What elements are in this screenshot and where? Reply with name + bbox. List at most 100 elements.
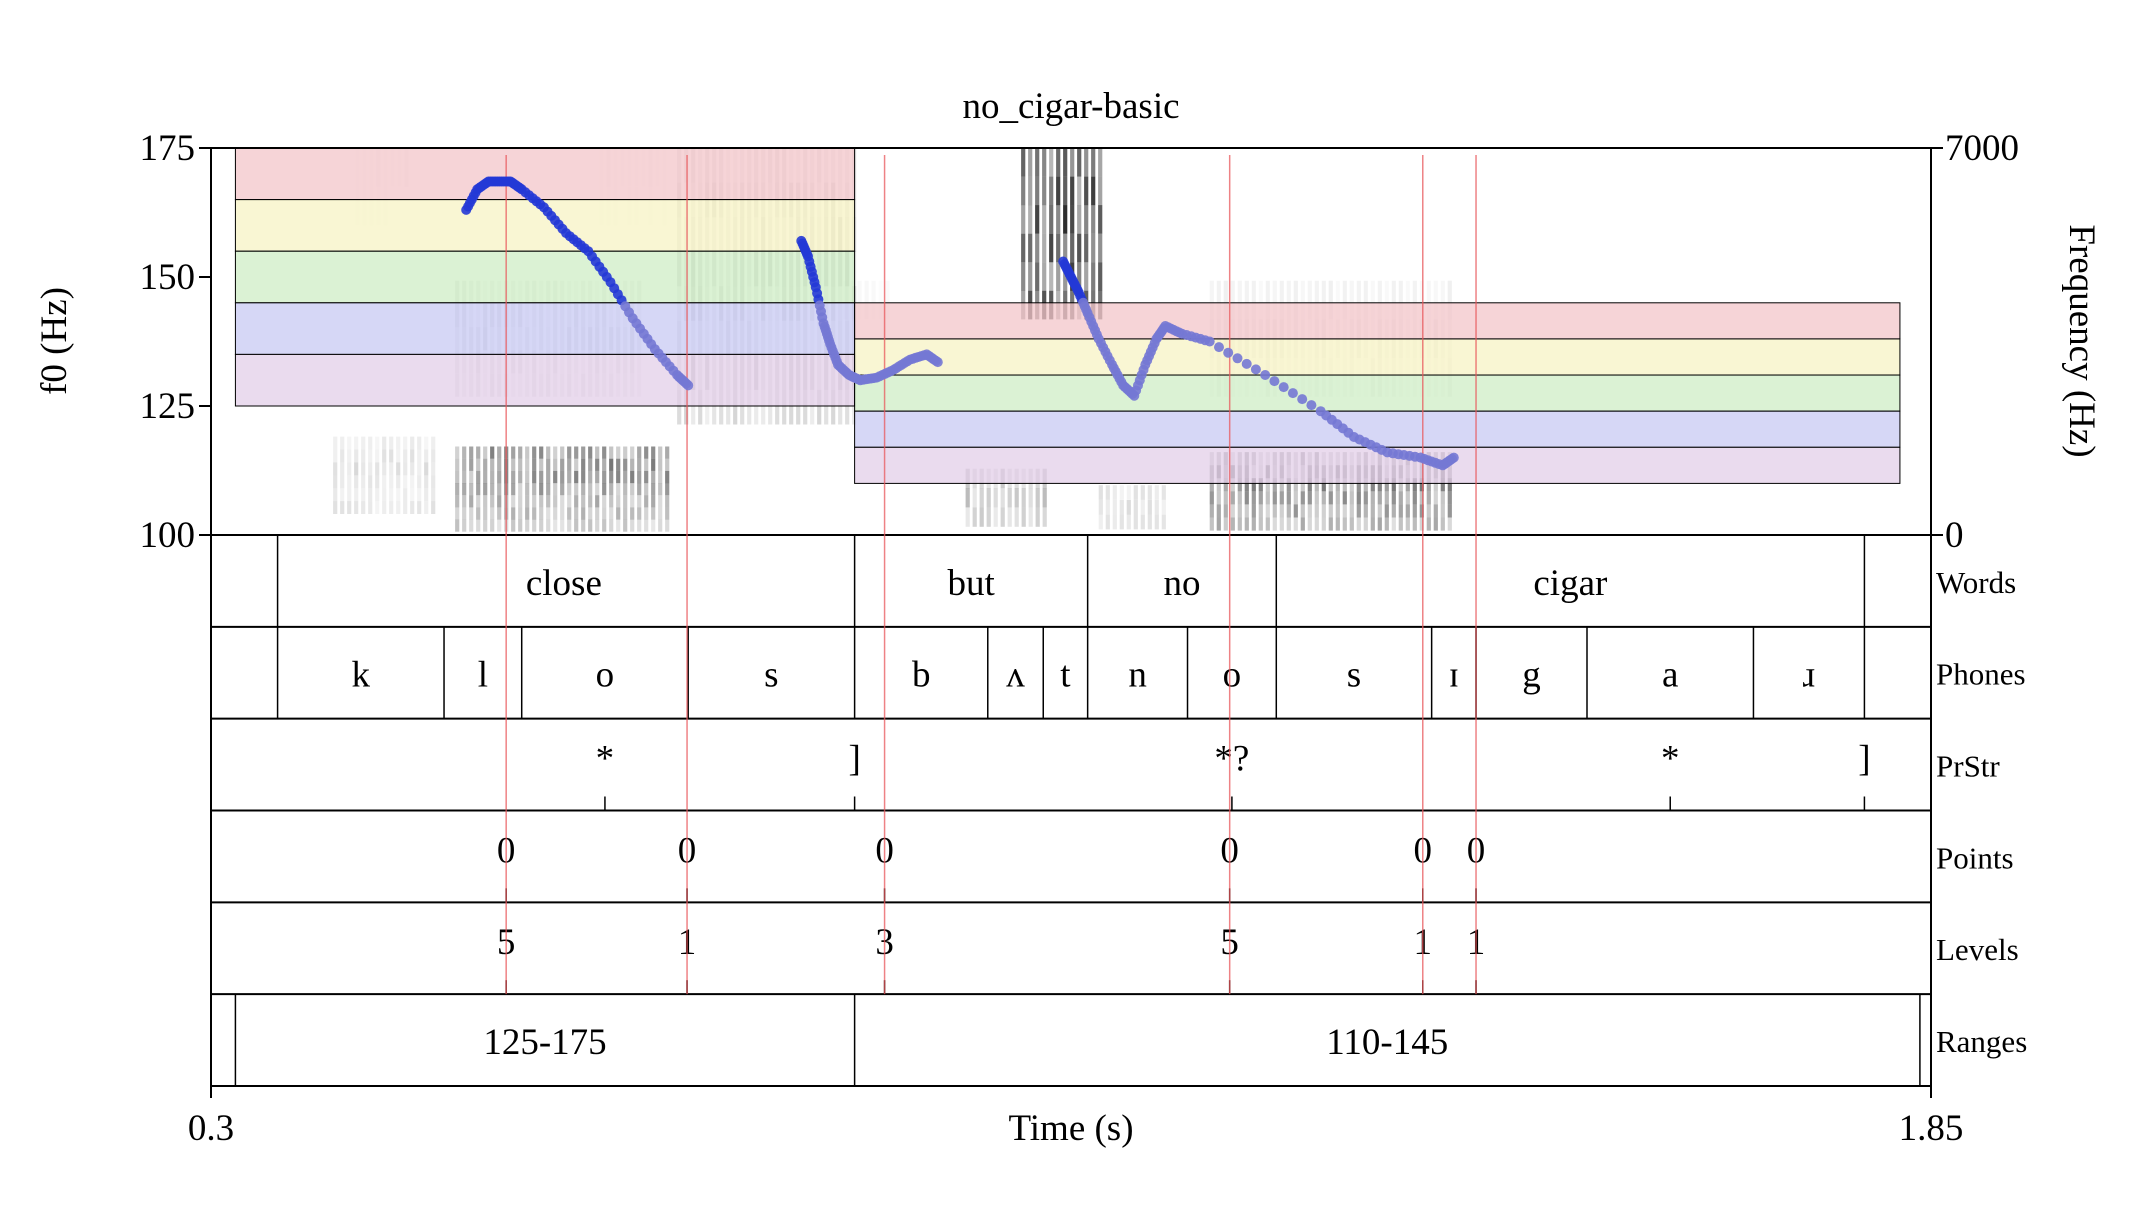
spectrogram-cell — [1258, 517, 1263, 531]
spectrogram-cell — [375, 475, 380, 489]
spectrogram-cell — [410, 462, 415, 476]
spectrogram-cell — [1391, 478, 1396, 492]
spectrogram-cell — [1035, 507, 1040, 527]
spectrogram-cell — [382, 501, 387, 514]
spectrogram-cell — [782, 389, 787, 425]
f0-point — [1278, 382, 1289, 393]
spectrogram-cell — [1084, 148, 1089, 177]
spectrogram-cell — [1342, 478, 1347, 492]
spectrogram-cell — [831, 389, 836, 425]
spectrogram-cell — [1098, 500, 1103, 515]
spectrogram-cell — [1014, 507, 1019, 527]
spectrogram-cell — [1356, 478, 1361, 492]
interval-label: ɹ — [1803, 655, 1815, 696]
spectrogram-cell — [361, 462, 366, 476]
spectrogram-cell — [396, 436, 401, 450]
spectrogram-cell — [1035, 176, 1040, 206]
spectrogram-cell — [1230, 491, 1235, 505]
spectrogram-cell — [623, 470, 628, 484]
spectrogram-cell — [469, 519, 474, 532]
spectrogram-cell — [1216, 478, 1221, 492]
spectrogram-cell — [1433, 491, 1438, 505]
spectrogram-cell — [609, 458, 614, 471]
spectrogram-cell — [1251, 504, 1256, 518]
spectrogram-cell — [1133, 485, 1138, 500]
spectrogram-cell — [389, 475, 394, 489]
spectrogram-cell — [609, 483, 614, 496]
spectrogram-cell — [410, 449, 415, 463]
spectrogram-cell — [532, 458, 537, 471]
spectrogram-cell — [532, 470, 537, 484]
spectrogram-cell — [546, 495, 551, 508]
spectrogram-cell — [340, 501, 345, 514]
spectrogram-cell — [1307, 517, 1312, 531]
spectrogram-cell — [1405, 478, 1410, 492]
spectrogram-cell — [1314, 517, 1319, 531]
spectrogram-cell — [623, 446, 628, 459]
spectrogram-cell — [462, 483, 467, 496]
spectrogram-cell — [1286, 504, 1291, 518]
spectrogram-cell — [1321, 491, 1326, 505]
spectrogram-cell — [1126, 514, 1131, 530]
spectrogram-cell — [609, 495, 614, 508]
spectrogram-cell — [1049, 205, 1054, 234]
chart-title: no_cigar-basic — [962, 86, 1179, 127]
spectrogram-cell — [1398, 504, 1403, 518]
spectrogram-cell — [511, 470, 516, 484]
interval-label: ɪ — [1449, 655, 1459, 696]
spectrogram-cell — [1147, 500, 1152, 515]
spectrogram-cell — [1140, 485, 1145, 500]
spectrogram-cell — [375, 462, 380, 476]
spectrogram-cell — [630, 483, 635, 496]
spectrogram-cell — [389, 449, 394, 463]
spectrogram-cell — [1237, 478, 1242, 492]
spectrogram-cell — [1286, 491, 1291, 505]
spectrogram-cell — [1126, 485, 1131, 500]
spectrogram-cell — [651, 483, 656, 496]
spectrogram-cell — [539, 470, 544, 484]
spectrogram-cell — [424, 449, 429, 463]
spectrogram-cell — [403, 475, 408, 489]
spectrogram-cell — [340, 462, 345, 476]
spectrogram-cell — [546, 519, 551, 532]
f0-point — [1306, 400, 1317, 411]
spectrogram-cell — [333, 449, 338, 463]
spectrogram-cell — [424, 501, 429, 514]
spectrogram-cell — [768, 389, 773, 425]
spectrogram-cell — [651, 507, 656, 520]
spectrogram-cell — [616, 470, 621, 484]
spectrogram-cell — [1077, 262, 1082, 291]
spectrogram-cell — [1363, 517, 1368, 531]
spectrogram-cell — [1272, 517, 1277, 531]
spectrogram-cell — [658, 507, 663, 520]
spectrogram-cell — [1391, 491, 1396, 505]
spectrogram-cell — [658, 458, 663, 471]
spectrogram-cell — [333, 475, 338, 489]
spectrogram-cell — [1035, 148, 1040, 177]
spectrogram-cell — [1398, 491, 1403, 505]
spectrogram-cell — [1237, 504, 1242, 518]
f0-point — [1241, 358, 1252, 369]
spectrogram-cell — [497, 495, 502, 508]
spectrogram-cell — [469, 470, 474, 484]
spectrogram-cell — [490, 483, 495, 496]
spectrogram-cell — [368, 449, 373, 463]
spectrogram-cell — [511, 458, 516, 471]
spectrogram-cell — [1056, 262, 1061, 291]
spectrogram-cell — [1370, 478, 1375, 492]
spectrogram-cell — [1391, 280, 1396, 320]
spectrogram-cell — [588, 519, 593, 532]
spectrogram-cell — [1077, 176, 1082, 206]
spectrogram-cell — [532, 446, 537, 459]
interval-label: but — [947, 563, 995, 604]
spectrogram-cell — [417, 462, 422, 476]
spectrogram-cell — [733, 389, 738, 425]
spectrogram-cell — [490, 507, 495, 520]
spectrogram-cell — [1021, 507, 1026, 527]
spectrogram-cell — [553, 470, 558, 484]
interval-label: 125-175 — [483, 1022, 606, 1063]
spectrogram-cell — [361, 436, 366, 450]
spectrogram-cell — [712, 389, 717, 425]
spectrogram-cell — [476, 470, 481, 484]
